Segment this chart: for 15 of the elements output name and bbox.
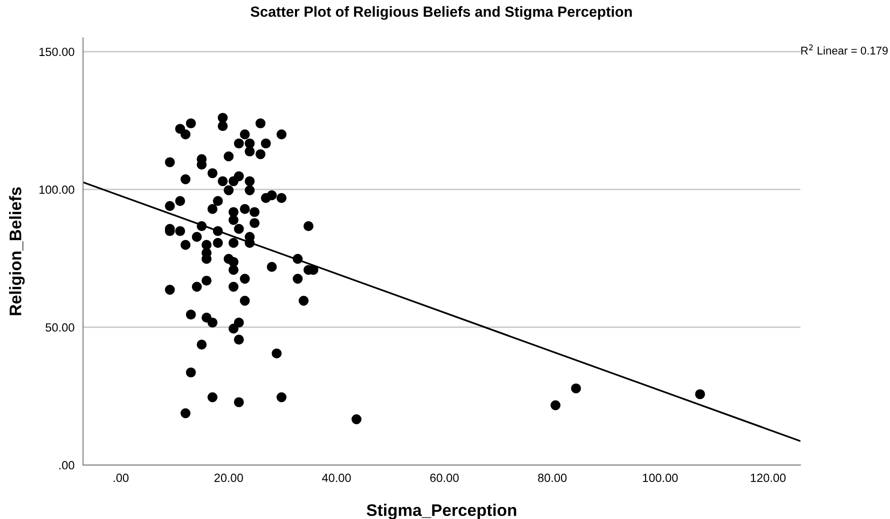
x-tick-label: 60.00: [430, 474, 459, 482]
x-tick-label: 120.00: [750, 474, 786, 482]
text: R$^{2}$ Linear = 0.179: [801, 44, 888, 55]
x-tick-label: 100.00: [642, 474, 678, 482]
y-axis-title: Religion_Beliefs: [9, 187, 25, 316]
x-tick-label: .00: [114, 474, 129, 482]
x-tick-label: 20.00: [214, 474, 243, 482]
x-tick-label: 80.00: [538, 474, 567, 482]
x-tick-label: 40.00: [322, 474, 351, 482]
y-tick-label: .00: [59, 461, 74, 470]
y-tick-label: 50.00: [46, 323, 74, 332]
y-tick-label: 150.00: [40, 48, 74, 56]
x-axis-title: Stigma_Perception: [366, 504, 516, 519]
chart-title: Scatter Plot of Religious Beliefs and Stigma Perception: [250, 6, 632, 20]
y-tick-label: 100.00: [40, 185, 74, 194]
